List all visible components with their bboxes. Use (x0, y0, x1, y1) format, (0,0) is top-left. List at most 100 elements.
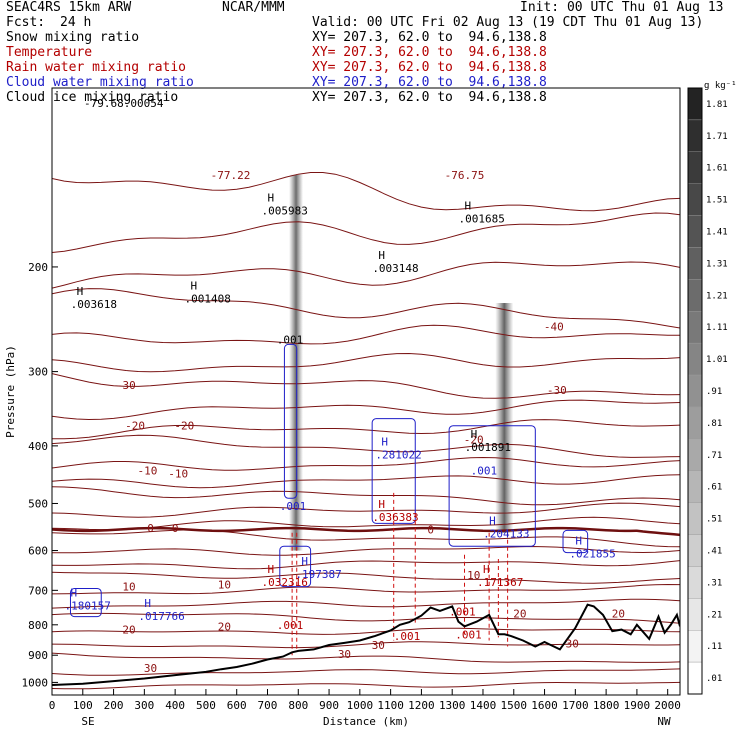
colorbar-swatch (687, 151, 703, 184)
maximum-value: .001891 (465, 441, 511, 454)
x-tick-label: 300 (134, 699, 154, 712)
legend-xy-snow: XY= 207.3, 62.0 to 94.6,138.8 (312, 30, 547, 45)
colorbar-label: 1.51 (706, 196, 728, 206)
y-tick-label: 300 (28, 366, 48, 379)
contour-label: .001 (455, 628, 482, 641)
colorbar-swatch (687, 279, 703, 312)
colorbar-label: .51 (706, 515, 722, 525)
maximum-marker: H (381, 435, 388, 448)
cloud-water-contour (562, 529, 589, 554)
terrain-line (52, 603, 680, 686)
maximum-value: .281022 (375, 448, 421, 461)
isotherm-label: 30 (338, 648, 351, 661)
isotherm-line (52, 583, 680, 595)
contour-label: .001 (280, 500, 307, 513)
isotherm-label: 10 (218, 579, 231, 592)
x-tick-label: 400 (165, 699, 185, 712)
y-tick-label: 400 (28, 440, 48, 453)
contour-label: .001 (277, 334, 304, 347)
isotherm-line (52, 560, 680, 570)
y-tick-label: 1000 (22, 676, 49, 689)
cloud-water-contour (283, 343, 298, 499)
y-axis-title: Pressure (hPa) (4, 345, 17, 438)
x-tick-label: 800 (288, 699, 308, 712)
colorbar-label: .01 (706, 674, 722, 684)
cloud-water-contour (448, 425, 536, 547)
colorbar-swatch (687, 183, 703, 216)
colorbar-label: .81 (706, 419, 722, 429)
colorbar-label: 1.41 (706, 228, 728, 238)
isotherm-label: 0 (427, 523, 434, 536)
isotherm-label: -10 (137, 464, 157, 477)
colorbar-swatch (687, 598, 703, 631)
colorbar-swatch (687, 661, 703, 695)
maximum-marker: H (144, 597, 151, 610)
isotherm-label: 20 (218, 620, 231, 633)
maximum-marker: H (483, 563, 490, 576)
colorbar-label: 1.31 (706, 259, 728, 269)
colorbar-swatch (687, 87, 703, 121)
colorbar-label: .31 (706, 578, 722, 588)
isotherm-label: -20 (174, 420, 194, 433)
maximum-value: .005983 (261, 204, 307, 217)
colorbar-label: 1.81 (706, 100, 728, 110)
x-tick-label: 1700 (562, 699, 589, 712)
x-tick-label: 900 (319, 699, 339, 712)
model-name: SEAC4RS 15km ARW (6, 0, 132, 15)
x-tick-label: 2000 (654, 699, 681, 712)
isotherm-line (52, 399, 680, 421)
isotherm-line (52, 288, 680, 329)
maximum-value: .204133 (483, 528, 529, 541)
isotherm-label: -30 (116, 379, 136, 392)
contour-label: .001 (471, 464, 498, 477)
x-tick-label: 1800 (593, 699, 620, 712)
colorbar-swatch (687, 630, 703, 663)
colorbar-swatch (687, 470, 703, 503)
colorbar-label: 1.61 (706, 164, 728, 174)
contour-label: .001 (449, 606, 476, 619)
maximum-value: .180157 (64, 600, 110, 613)
legend-name-cloud-water: Cloud water mixing ratio (6, 75, 194, 90)
y-tick-label: 200 (28, 261, 48, 274)
isotherm-label: 20 (122, 624, 135, 637)
maximum-marker: H (489, 515, 496, 528)
isotherm-label: -10 (168, 467, 188, 480)
x-tick-label: 600 (227, 699, 247, 712)
isotherm-line (52, 486, 680, 506)
cloud-water-contour (279, 545, 312, 588)
isotherm-line (52, 434, 680, 458)
snow-column (289, 174, 304, 551)
x-tick-label: 1500 (501, 699, 528, 712)
isotherm-label: 0 (147, 522, 154, 535)
x-tick-label: 1000 (347, 699, 374, 712)
isotherm-line (52, 571, 680, 584)
colorbar-label: .91 (706, 387, 722, 397)
colorbar-swatch (687, 374, 703, 408)
isotherm-line (52, 668, 680, 676)
legend-xy-cloud-ice: XY= 207.3, 62.0 to 94.6,138.8 (312, 90, 547, 105)
isotherm-line (52, 652, 680, 663)
colorbar-label: 1.01 (706, 355, 728, 365)
freezing-level-line (52, 526, 680, 537)
x-tick-label: 1900 (624, 699, 651, 712)
maximum-value: .001408 (185, 292, 231, 305)
isotherm-line (52, 456, 680, 471)
isotherm-label: 20 (612, 607, 625, 620)
isotherm-label: 30 (566, 637, 579, 650)
legend-name-cloud-ice: Cloud ice mixing ratio (6, 90, 179, 105)
isotherm-line (52, 641, 680, 649)
colorbar-swatch (687, 311, 703, 344)
x-tick-label: 1100 (377, 699, 404, 712)
x-tick-label: 1300 (439, 699, 466, 712)
isotherm-line (52, 545, 680, 556)
forecast-hour: 24 h (60, 15, 92, 30)
cloud-water-contour (69, 587, 102, 618)
maximum-marker: H (378, 249, 385, 262)
forecast-label: Fcst: (6, 15, 46, 30)
y-tick-label: 500 (28, 497, 48, 510)
isotherm-line (52, 419, 680, 440)
colorbar-swatch (687, 406, 703, 440)
colorbar-swatch (687, 502, 703, 535)
isotherm-line (52, 681, 680, 690)
maximum-value: .197387 (295, 568, 341, 581)
